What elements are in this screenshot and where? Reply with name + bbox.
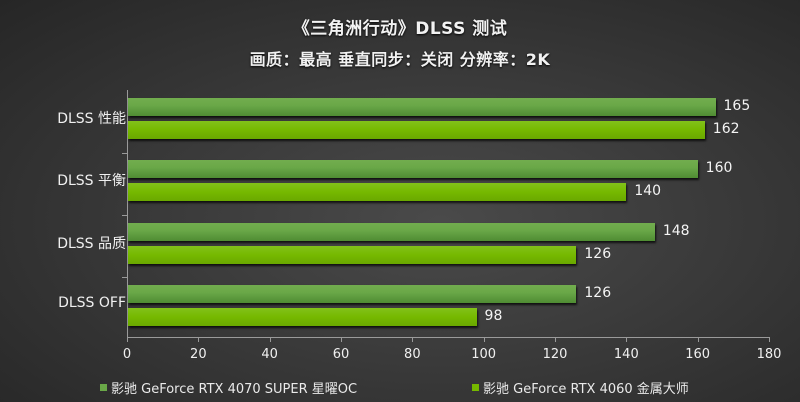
category-label: DLSS OFF <box>58 295 126 311</box>
y-axis-line <box>127 90 128 338</box>
chart-title: 《三角洲行动》DLSS 测试 <box>292 19 508 39</box>
y-tick <box>122 215 127 216</box>
x-tick <box>697 337 699 342</box>
x-tick <box>483 337 485 342</box>
x-tick-label: 100 <box>471 347 497 362</box>
value-label: 165 <box>723 98 751 114</box>
bar-4070-super <box>128 285 577 303</box>
value-label: 126 <box>584 246 612 262</box>
legend-label: 影驰 GeForce RTX 4070 SUPER 星曜OC <box>111 382 358 397</box>
category-label: DLSS 品质 <box>57 236 126 252</box>
x-tick-label: 160 <box>685 347 711 362</box>
value-label: 126 <box>584 285 612 301</box>
x-tick-label: 180 <box>756 347 782 362</box>
x-tick-label: 60 <box>332 347 350 362</box>
y-tick <box>122 277 127 278</box>
legend-item-4060: 影驰 GeForce RTX 4060 金属大师 <box>472 378 689 397</box>
x-tick <box>127 337 128 342</box>
x-tick <box>269 337 271 342</box>
x-tick-label: 20 <box>190 347 207 362</box>
x-tick <box>412 337 414 342</box>
x-tick <box>341 337 342 342</box>
x-tick-label: 120 <box>542 347 568 362</box>
category-label: DLSS 性能 <box>57 111 126 127</box>
value-label: 140 <box>634 183 662 199</box>
x-tick <box>626 337 628 342</box>
x-tick-label: 140 <box>613 347 639 362</box>
legend-item-4070-super: 影驰 GeForce RTX 4070 SUPER 星曜OC <box>100 378 357 397</box>
value-label: 98 <box>484 308 503 324</box>
y-tick <box>122 153 127 154</box>
bar-4060 <box>128 183 627 201</box>
bar-4060 <box>128 308 477 326</box>
x-tick <box>555 337 556 342</box>
x-tick <box>769 337 770 342</box>
bar-4070-super <box>128 223 655 241</box>
value-label: 162 <box>712 121 740 137</box>
x-axis-line <box>127 337 770 338</box>
x-tick-label: 0 <box>122 347 132 362</box>
bar-4060 <box>128 121 705 139</box>
x-tick <box>198 337 200 342</box>
bar-4060 <box>128 246 577 264</box>
legend-label: 影驰 GeForce RTX 4060 金属大师 <box>483 382 689 397</box>
bar-4070-super <box>128 98 716 116</box>
value-label: 160 <box>705 160 733 176</box>
x-tick-label: 80 <box>404 347 421 362</box>
value-label: 148 <box>662 223 690 239</box>
chart-subtitle: 画质：最高 垂直同步：关闭 分辨率：2K <box>249 50 551 69</box>
x-tick-label: 40 <box>261 347 278 362</box>
legend-swatch-icon <box>472 384 479 391</box>
legend-swatch-icon <box>100 384 107 391</box>
bar-4070-super <box>128 160 698 178</box>
category-label: DLSS 平衡 <box>57 173 126 189</box>
